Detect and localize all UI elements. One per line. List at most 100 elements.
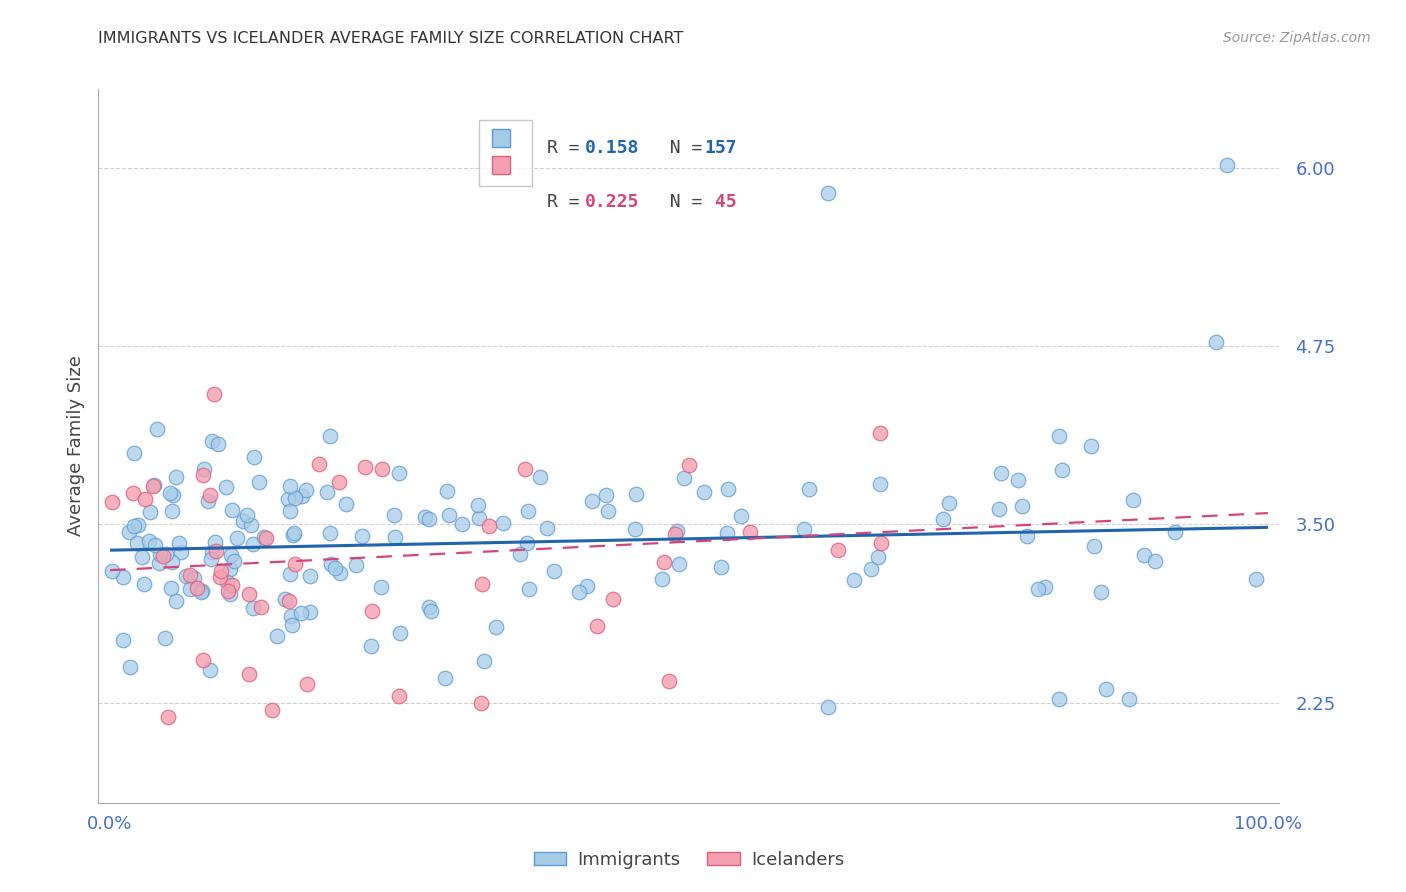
Point: [319, 557, 342, 571]
Point: [1205, 334, 1227, 349]
Point: [370, 580, 392, 594]
Point: [730, 508, 752, 523]
Point: [652, 555, 675, 569]
Point: [120, 660, 142, 674]
Point: [1118, 691, 1140, 706]
Point: [283, 525, 305, 540]
Point: [122, 446, 145, 460]
Point: [716, 525, 738, 540]
Point: [278, 594, 301, 608]
Point: [586, 619, 609, 633]
Point: [155, 632, 177, 646]
Point: [509, 548, 531, 562]
Text: 45: 45: [704, 193, 737, 211]
Point: [988, 502, 1011, 516]
Point: [169, 545, 191, 559]
Point: [193, 467, 215, 482]
Point: [384, 530, 406, 544]
Point: [142, 479, 165, 493]
Point: [112, 632, 135, 647]
Point: [827, 542, 849, 557]
Point: [160, 556, 183, 570]
Point: [278, 566, 301, 581]
Point: [738, 525, 761, 540]
Point: [1015, 528, 1038, 542]
Point: [1090, 584, 1112, 599]
Point: [516, 535, 538, 549]
Point: [1133, 548, 1156, 562]
Point: [869, 425, 891, 440]
Point: [581, 493, 603, 508]
Point: [193, 462, 215, 476]
Point: [165, 593, 187, 607]
Point: [143, 538, 166, 552]
Point: [678, 458, 700, 472]
Point: [328, 475, 350, 489]
Point: [492, 516, 515, 531]
Point: [134, 491, 156, 506]
Point: [295, 483, 318, 497]
Point: [155, 547, 177, 561]
Point: [190, 585, 212, 599]
Point: [624, 522, 647, 536]
Point: [143, 477, 166, 491]
Text: Source: ZipAtlas.com: Source: ZipAtlas.com: [1223, 31, 1371, 45]
Point: [207, 437, 229, 451]
Point: [598, 503, 620, 517]
Text: 157: 157: [704, 139, 737, 157]
Point: [295, 677, 318, 691]
Point: [439, 508, 461, 522]
Point: [516, 504, 538, 518]
Point: [869, 535, 891, 549]
Point: [191, 653, 214, 667]
Point: [388, 689, 411, 703]
Point: [436, 484, 458, 499]
Point: [329, 566, 352, 580]
Point: [418, 600, 440, 615]
Point: [290, 606, 312, 620]
Point: [284, 557, 307, 571]
Point: [529, 470, 551, 484]
Point: [191, 583, 214, 598]
Point: [1164, 524, 1187, 539]
Point: [186, 581, 208, 595]
Point: [146, 422, 169, 436]
Point: [169, 535, 191, 549]
Point: [249, 600, 271, 615]
Point: [513, 462, 536, 476]
Point: [221, 578, 243, 592]
Point: [543, 565, 565, 579]
Point: [595, 488, 617, 502]
Point: [179, 582, 201, 596]
Point: [470, 696, 492, 710]
Point: [162, 488, 184, 502]
Point: [101, 565, 124, 579]
Point: [1007, 473, 1029, 487]
Point: [122, 486, 145, 500]
Point: [200, 434, 222, 448]
Point: [817, 700, 839, 714]
Point: [536, 521, 558, 535]
Legend: Immigrants, Icelanders: Immigrants, Icelanders: [527, 844, 851, 876]
Point: [139, 505, 162, 519]
Point: [277, 491, 299, 506]
Point: [360, 639, 382, 653]
Point: [202, 387, 225, 401]
Point: [198, 488, 221, 502]
Point: [266, 629, 288, 643]
Point: [274, 592, 297, 607]
Point: [673, 470, 696, 484]
Point: [262, 703, 284, 717]
Point: [253, 530, 276, 544]
Point: [360, 604, 382, 618]
Point: [860, 562, 883, 576]
Point: [664, 527, 686, 541]
Point: [217, 583, 239, 598]
Point: [232, 514, 254, 528]
Point: [134, 576, 156, 591]
Point: [1094, 681, 1116, 696]
Point: [467, 498, 489, 512]
Text: R =: R =: [547, 139, 591, 157]
Point: [127, 517, 149, 532]
Point: [160, 504, 183, 518]
